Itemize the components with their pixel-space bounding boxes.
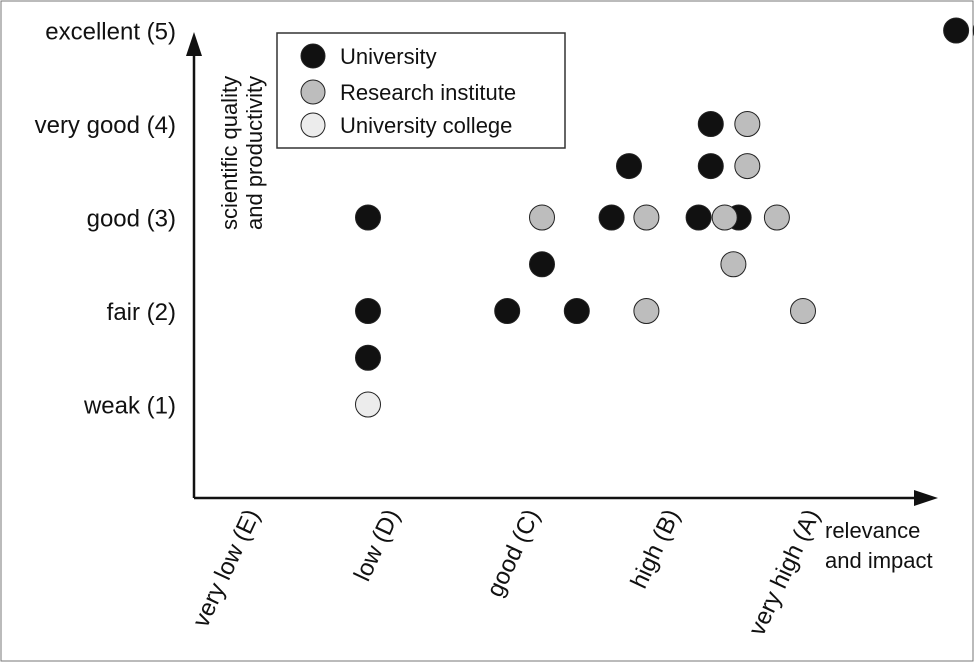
data-point-university <box>943 17 970 44</box>
data-point-university <box>529 251 555 278</box>
y-tick-label: fair (2) <box>107 299 176 326</box>
data-point-research-institute <box>790 298 816 324</box>
y-axis-title-line1: scientific quality <box>217 76 242 230</box>
data-point-research-institute <box>763 204 790 231</box>
data-point-university <box>598 204 625 231</box>
x-axis-title-line1: relevance <box>825 518 920 543</box>
x-axis-title-line2: and impact <box>825 548 933 573</box>
data-point-university <box>685 204 712 231</box>
legend-label-university-college: University college <box>340 113 512 138</box>
data-point-university <box>355 298 381 324</box>
y-tick-label: excellent (5) <box>45 19 176 46</box>
legend: University Research institute University… <box>276 32 566 149</box>
data-point-research-institute <box>734 111 761 137</box>
x-axis-arrowhead <box>914 490 938 506</box>
data-point-research-institute <box>633 298 660 324</box>
y-tick-label: very good (4) <box>35 112 176 139</box>
data-point-university <box>697 111 724 137</box>
y-tick-label: good (3) <box>87 206 176 233</box>
data-point-university <box>355 204 381 231</box>
data-point-university-college <box>355 391 381 418</box>
legend-marker-university-college <box>300 112 326 138</box>
data-point-university <box>616 153 642 180</box>
y-axis-arrowhead <box>186 32 202 56</box>
data-point-university <box>697 153 724 180</box>
legend-marker-university <box>300 43 326 69</box>
y-axis-title-line2: and productivity <box>242 76 267 230</box>
data-point-research-institute <box>711 204 738 231</box>
y-tick-label: weak (1) <box>83 393 176 420</box>
data-point-university <box>494 298 521 324</box>
data-point-university <box>355 344 381 371</box>
legend-label-research-institute: Research institute <box>340 80 516 105</box>
y-tick-labels: weak (1) fair (2) good (3) very good (4) exc… <box>35 19 176 420</box>
data-point-research-institute <box>529 204 555 231</box>
data-point-university <box>563 298 590 324</box>
legend-label-university: University <box>340 44 437 69</box>
legend-marker-research-institute <box>300 79 326 105</box>
data-point-research-institute <box>734 153 761 180</box>
data-point-research-institute <box>633 204 660 231</box>
data-point-research-institute <box>720 251 747 278</box>
